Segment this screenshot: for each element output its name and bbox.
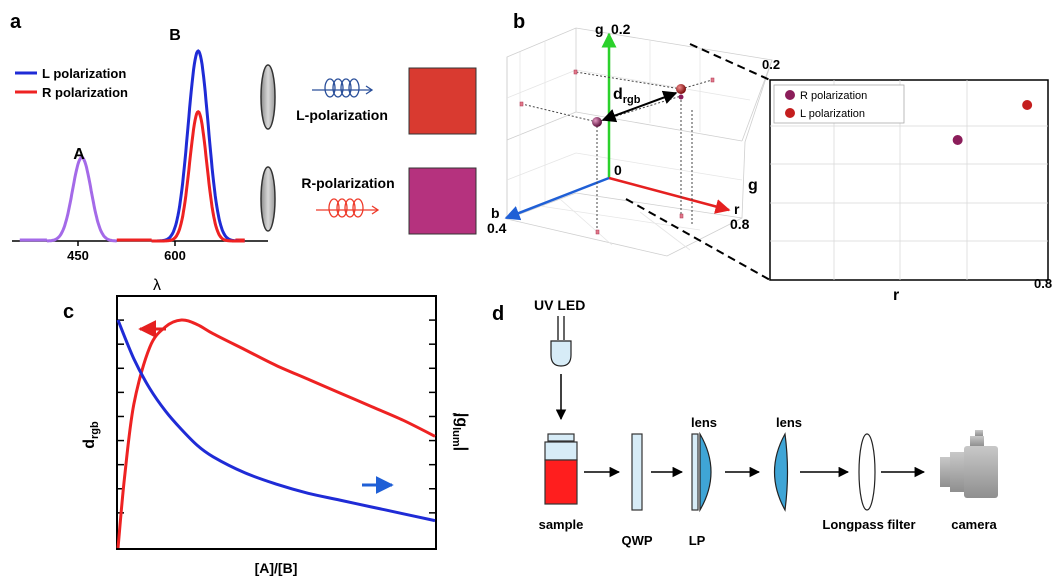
zoom-line-top	[689, 43, 771, 81]
projection-markers	[519, 69, 715, 235]
point-r-polarization-3d	[592, 117, 602, 127]
curve-g-lum	[116, 319, 436, 523]
label-camera: camera	[951, 517, 997, 532]
sample-vial-icon	[544, 433, 578, 505]
distance-arrow	[601, 90, 678, 123]
lp-plate	[691, 433, 699, 511]
camera-icon	[940, 430, 998, 498]
inset-y-label: g	[748, 177, 758, 194]
r-axis-max: 0.8	[730, 216, 750, 232]
panel-letter-d: d	[492, 303, 504, 325]
point-l-polarization-3d	[676, 84, 686, 94]
polarizer-disc-top	[260, 64, 276, 130]
y-left-label: drgb	[81, 421, 101, 449]
origin-label: 0	[614, 162, 622, 178]
inset-point-r-polarization	[952, 135, 963, 145]
qwp-plate	[631, 433, 643, 511]
r-axis-label: r	[734, 201, 740, 217]
g-axis-label: g	[595, 21, 604, 37]
beam-label-r: R-polarization	[301, 175, 394, 191]
legend-label-l: L polarization	[42, 66, 126, 81]
panel-letter-a: a	[10, 11, 22, 33]
label-lp: LP	[689, 533, 706, 548]
polarizer-disc-bottom	[260, 166, 276, 232]
inset-points	[952, 100, 1033, 145]
inset-legend-marker-l	[785, 108, 795, 118]
b-axis	[504, 176, 610, 221]
lens-1	[699, 431, 712, 513]
distance-label: drgb	[613, 86, 641, 106]
inset-legend-marker-r	[785, 90, 795, 100]
inset-x-max: 0.8	[1034, 276, 1052, 291]
lens-2	[773, 432, 789, 512]
inset-legend-box	[773, 84, 905, 124]
panel-letter-b: b	[513, 11, 525, 33]
panel-letter-c: c	[63, 301, 74, 323]
panel-a: a L polarization R polarization 450 600 …	[10, 11, 477, 294]
label-sample: sample	[539, 517, 584, 532]
color-swatch-r	[408, 167, 477, 235]
inset-legend-label-l: L polarization	[800, 108, 865, 120]
label-lens-1: lens	[691, 415, 717, 430]
x-tick-label-450: 450	[67, 248, 89, 263]
label-lens-2: lens	[776, 415, 802, 430]
zoom-line-bottom	[625, 198, 771, 281]
spectrum-line-l	[151, 49, 245, 243]
tilde-mark: ~	[452, 406, 460, 422]
led-icon	[550, 316, 572, 367]
label-qwp: QWP	[621, 533, 652, 548]
projection-lines	[521, 71, 713, 232]
panel-b: b g 0.2	[487, 11, 1052, 304]
peak-label-b: B	[169, 27, 181, 44]
inset-y-max: 0.2	[762, 57, 780, 72]
label-longpass-filter: Longpass filter	[822, 517, 915, 532]
legend-label-r: R polarization	[42, 85, 128, 100]
curve-d-rgb	[116, 318, 436, 549]
spectrum-line-r	[151, 110, 245, 243]
plot-c-frame	[116, 295, 437, 550]
uv-led-label: UV LED	[534, 297, 585, 313]
panel-c: c drgb |glum| ~ [A]/[B]	[63, 295, 470, 576]
beam-label-l: L-polarization	[296, 107, 388, 123]
inset-x-label: r	[893, 287, 899, 304]
color-swatch-l	[408, 67, 477, 135]
inset-2d-plot: R polarization L polarization 0.2 g 0.8 …	[748, 57, 1052, 304]
g-axis-max: 0.2	[611, 21, 631, 37]
inset-point-l-polarization	[1022, 100, 1033, 110]
inset-legend-label-r: R polarization	[800, 90, 867, 102]
helix-r-icon	[316, 198, 380, 218]
r-axis	[608, 176, 731, 214]
point-aux-3d	[678, 94, 684, 100]
helix-l-icon	[312, 78, 374, 98]
x-axis-label-c: [A]/[B]	[255, 560, 298, 576]
x-tick-label-600: 600	[164, 248, 186, 263]
longpass-filter	[858, 433, 876, 511]
b-axis-max: 0.4	[487, 220, 507, 236]
b-axis-label: b	[491, 205, 500, 221]
spectrum-peak-a	[46, 155, 117, 243]
peak-label-a: A	[73, 146, 85, 163]
x-axis-label-lambda: λ	[153, 277, 161, 294]
panel-d: d UV LED sample QWP LP lens lens Longpa	[492, 297, 998, 548]
